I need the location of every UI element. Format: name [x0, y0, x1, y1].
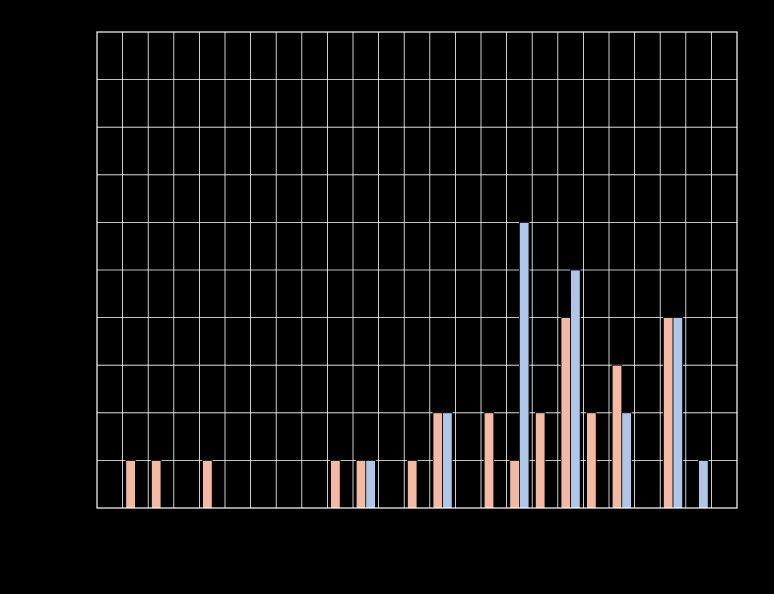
bar-series-b-13 — [443, 413, 453, 508]
bar-series-a-1 — [126, 460, 136, 508]
bar-series-a-15 — [484, 413, 494, 508]
bar-series-b-20 — [622, 413, 632, 508]
bar-series-a-4 — [203, 460, 213, 508]
gridlines — [97, 32, 737, 508]
bar-series-a-18 — [561, 318, 571, 508]
bar-series-a-2 — [151, 460, 161, 508]
bar-series-a-20 — [612, 365, 622, 508]
bar-series-b-16 — [519, 222, 529, 508]
bar-chart — [0, 0, 774, 594]
bar-series-a-16 — [510, 460, 520, 508]
bar-series-b-18 — [571, 270, 581, 508]
bar-series-a-10 — [356, 460, 366, 508]
bar-series-a-22 — [663, 318, 673, 508]
bar-series-a-12 — [407, 460, 417, 508]
bar-series-a-13 — [433, 413, 443, 508]
bar-series-a-17 — [535, 413, 545, 508]
bar-series-b-22 — [673, 318, 683, 508]
bar-series-a-9 — [331, 460, 341, 508]
bar-series-b-23 — [699, 460, 709, 508]
bar-series-a-19 — [587, 413, 597, 508]
bar-series-b-10 — [366, 460, 376, 508]
